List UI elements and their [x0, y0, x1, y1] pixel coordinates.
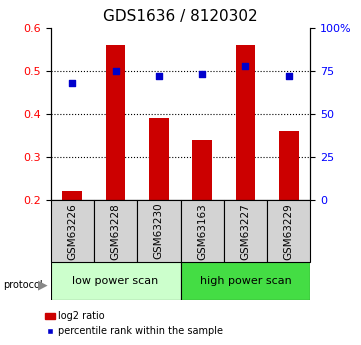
Point	[69, 80, 75, 86]
Point	[113, 68, 118, 73]
Text: ▶: ▶	[38, 278, 47, 291]
Bar	[180, 262, 310, 300]
Point	[156, 73, 162, 79]
Bar	[149, 118, 169, 200]
Bar	[192, 140, 212, 200]
Title: GDS1636 / 8120302: GDS1636 / 8120302	[103, 9, 258, 24]
Bar	[51, 200, 94, 262]
Bar	[224, 200, 267, 262]
Text: low power scan: low power scan	[73, 276, 158, 286]
Text: GSM63228: GSM63228	[110, 203, 121, 259]
Bar	[62, 191, 82, 200]
Text: GSM63227: GSM63227	[240, 203, 251, 259]
Point	[286, 73, 292, 79]
Text: GSM63226: GSM63226	[67, 203, 77, 259]
Bar	[180, 200, 224, 262]
Bar	[51, 262, 180, 300]
Text: GSM63229: GSM63229	[284, 203, 294, 259]
Legend: log2 ratio, percentile rank within the sample: log2 ratio, percentile rank within the s…	[41, 307, 227, 340]
Bar	[267, 200, 310, 262]
Text: GSM63163: GSM63163	[197, 203, 207, 259]
Text: GSM63230: GSM63230	[154, 203, 164, 259]
Bar	[236, 45, 255, 200]
Point	[199, 71, 205, 77]
Bar	[94, 200, 137, 262]
Bar	[279, 131, 299, 200]
Bar	[137, 200, 180, 262]
Bar	[106, 45, 125, 200]
Text: high power scan: high power scan	[200, 276, 291, 286]
Text: protocol: protocol	[4, 280, 43, 289]
Point	[243, 63, 248, 68]
